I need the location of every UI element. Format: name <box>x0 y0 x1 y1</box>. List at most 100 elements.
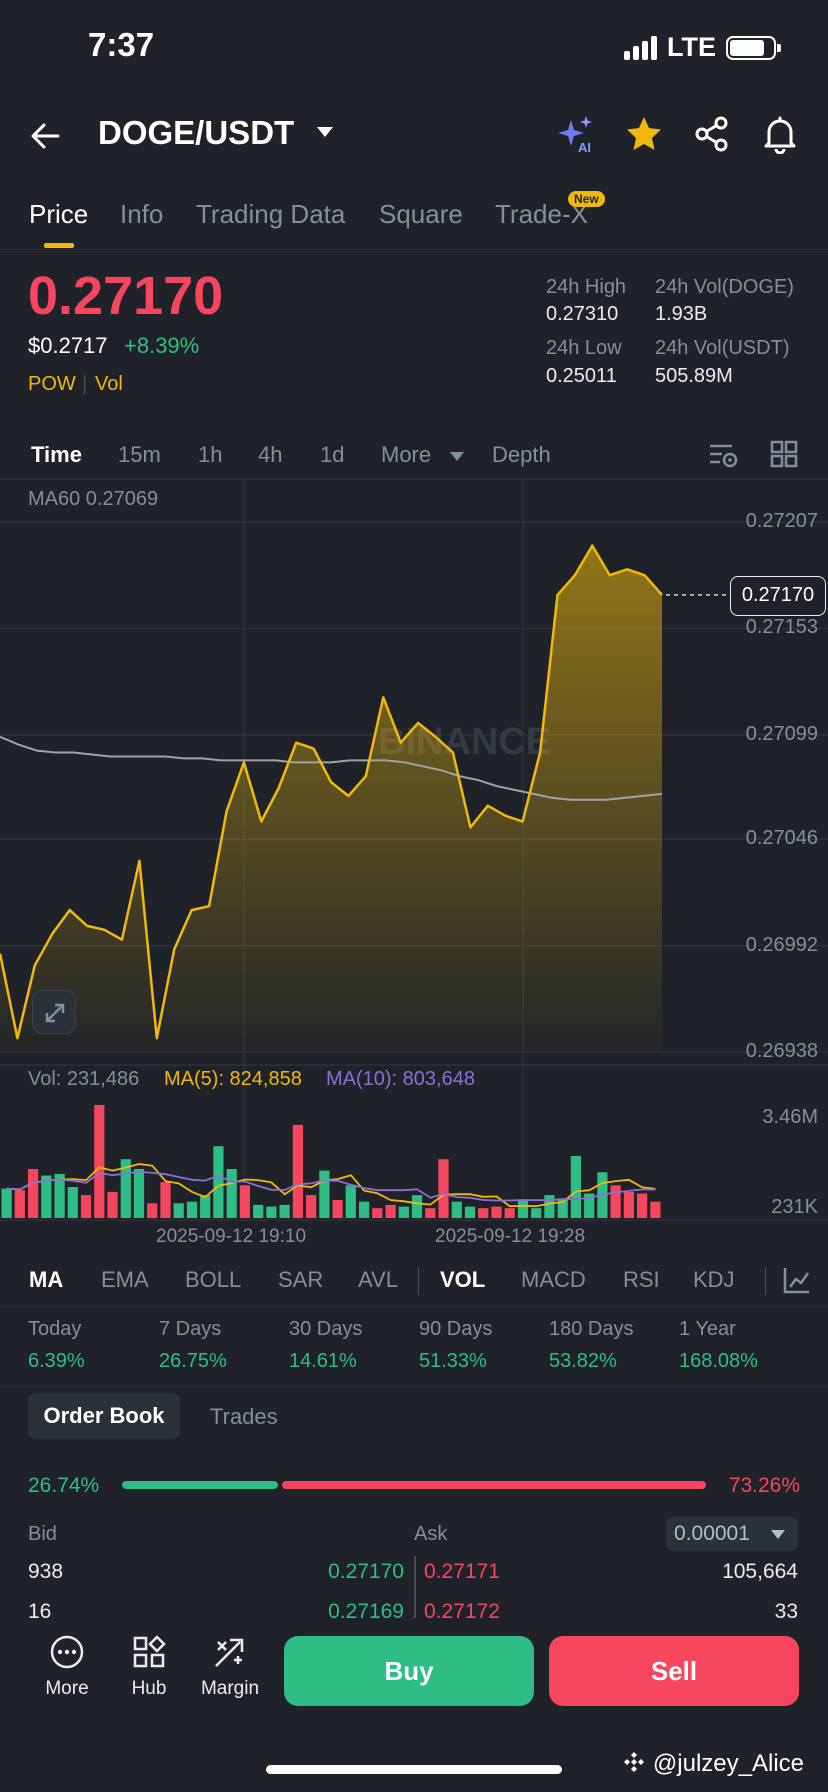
performance-label: 1 Year <box>679 1318 736 1340</box>
volume-bar <box>160 1182 171 1218</box>
tick-size-select[interactable]: 0.00001 <box>666 1517 798 1551</box>
margin-button[interactable]: Margin <box>195 1634 265 1700</box>
tab-info[interactable]: Info <box>120 199 164 229</box>
indicator-rsi[interactable]: RSI <box>623 1267 660 1292</box>
header: DOGE/USDT AI <box>0 100 828 170</box>
volume-bar <box>266 1206 277 1218</box>
volume-bars <box>1 1105 661 1218</box>
svg-text:AI: AI <box>578 140 591 154</box>
ask-header: Ask <box>414 1523 448 1545</box>
interval-depth[interactable]: Depth <box>492 442 551 467</box>
volume-bar <box>478 1208 489 1218</box>
sell-button[interactable]: Sell <box>549 1636 799 1706</box>
volume-bar <box>173 1203 184 1218</box>
interval-15m[interactable]: 15m <box>118 442 161 467</box>
ask-qty[interactable]: 105,664 <box>722 1560 798 1583</box>
tag-pow[interactable]: POW <box>28 373 76 395</box>
ask-qty[interactable]: 33 <box>774 1600 798 1623</box>
indicator-kdj[interactable]: KDJ <box>693 1267 735 1292</box>
volume-bar <box>226 1169 237 1218</box>
performance-label: 7 Days <box>159 1318 222 1340</box>
current-price-tag: 0.27170 <box>730 576 826 616</box>
performance-value: 14.61% <box>289 1350 357 1372</box>
price-axis-tick: 0.27207 <box>745 510 818 532</box>
network-type: LTE <box>667 32 716 62</box>
tab-trading-data[interactable]: Trading Data <box>196 199 346 229</box>
stat-vol-quote-label: 24h Vol(USDT) <box>655 337 790 359</box>
interval-more[interactable]: More <box>381 442 432 467</box>
stat-low: 0.25011 <box>546 365 617 387</box>
volume-bar <box>531 1208 542 1218</box>
indicator-avl[interactable]: AVL <box>358 1267 398 1292</box>
bell-icon[interactable] <box>760 114 800 154</box>
back-arrow-icon[interactable] <box>28 118 64 154</box>
stat-high-label: 24h High <box>546 276 627 298</box>
more-dots-icon <box>50 1635 84 1669</box>
bottom-action-bar: More Hub Margin Buy Sell <box>0 1618 828 1738</box>
pair-title[interactable]: DOGE/USDT <box>98 114 295 151</box>
buy-button[interactable]: Buy <box>284 1636 534 1706</box>
price-axis-tick: 0.26992 <box>745 933 818 956</box>
ask-price[interactable]: 0.27171 <box>424 1560 500 1583</box>
chart-settings-icon[interactable] <box>708 440 738 470</box>
interval-bar: Time 15m 1h 4h 1d More Depth <box>0 430 828 480</box>
grid-layout-icon[interactable] <box>770 440 798 468</box>
tag-vol[interactable]: Vol <box>95 373 123 395</box>
tab-trades[interactable]: Trades <box>210 1404 278 1429</box>
expand-chart-button[interactable] <box>32 990 76 1034</box>
indicator-ma[interactable]: MA <box>29 1267 64 1292</box>
more-button[interactable]: More <box>32 1634 102 1700</box>
more-caret-icon[interactable] <box>449 451 465 463</box>
more-label: More <box>45 1678 89 1699</box>
tab-price[interactable]: Price <box>29 199 89 229</box>
price-axis-tick: 0.27153 <box>745 616 818 639</box>
indicator-vol[interactable]: VOL <box>440 1267 486 1292</box>
price-line <box>0 544 663 1040</box>
indicator-sar[interactable]: SAR <box>278 1267 324 1292</box>
volume-bar <box>398 1206 409 1218</box>
share-icon[interactable] <box>692 114 732 154</box>
interval-1h[interactable]: 1h <box>198 442 223 467</box>
volume-bar <box>438 1159 449 1218</box>
volume-bar <box>425 1208 436 1218</box>
hub-icon <box>133 1635 166 1668</box>
indicator-macd[interactable]: MACD <box>521 1267 586 1292</box>
divider <box>0 1386 828 1387</box>
hub-button[interactable]: Hub <box>114 1634 184 1700</box>
bid-qty[interactable]: 938 <box>28 1560 64 1583</box>
volume-bar <box>1 1188 12 1218</box>
interval-1d[interactable]: 1d <box>320 442 345 467</box>
price-area <box>0 545 662 1052</box>
volume-bar <box>345 1185 356 1218</box>
home-indicator <box>266 1765 562 1774</box>
indicator-settings-icon[interactable] <box>782 1265 812 1295</box>
tab-square[interactable]: Square <box>379 199 463 229</box>
ask-price[interactable]: 0.27172 <box>424 1600 500 1623</box>
ai-sparkle-icon[interactable]: AI <box>556 114 596 154</box>
bid-qty[interactable]: 16 <box>28 1600 52 1623</box>
price-axis-tick: 0.26938 <box>745 1040 818 1062</box>
status-indicators: LTE <box>624 32 781 63</box>
performance-value: 51.33% <box>419 1350 487 1372</box>
volume-bar <box>570 1155 581 1218</box>
performance-label: 90 Days <box>419 1318 493 1340</box>
bid-ratio-bar <box>122 1481 278 1489</box>
stat-high: 0.27310 <box>546 303 619 325</box>
indicator-boll[interactable]: BOLL <box>185 1267 242 1292</box>
tab-order-book[interactable]: Order Book <box>28 1393 180 1439</box>
time-tick: 2025-09-12 19:28 <box>435 1226 586 1247</box>
interval-4h[interactable]: 4h <box>258 442 283 467</box>
bid-price[interactable]: 0.27169 <box>328 1600 404 1623</box>
volume-bar <box>200 1195 211 1218</box>
chevron-down-icon[interactable] <box>314 124 336 140</box>
performance-value: 168.08% <box>679 1350 758 1372</box>
active-tab-indicator <box>44 243 74 248</box>
star-icon[interactable] <box>624 114 664 154</box>
price-chart[interactable]: BINANCE <box>0 480 828 1240</box>
volume-bar <box>544 1195 555 1218</box>
volume-bar <box>213 1146 224 1218</box>
interval-time[interactable]: Time <box>31 442 82 467</box>
bid-price[interactable]: 0.27170 <box>328 1560 404 1583</box>
volume-bar <box>451 1201 462 1218</box>
indicator-ema[interactable]: EMA <box>101 1267 149 1292</box>
